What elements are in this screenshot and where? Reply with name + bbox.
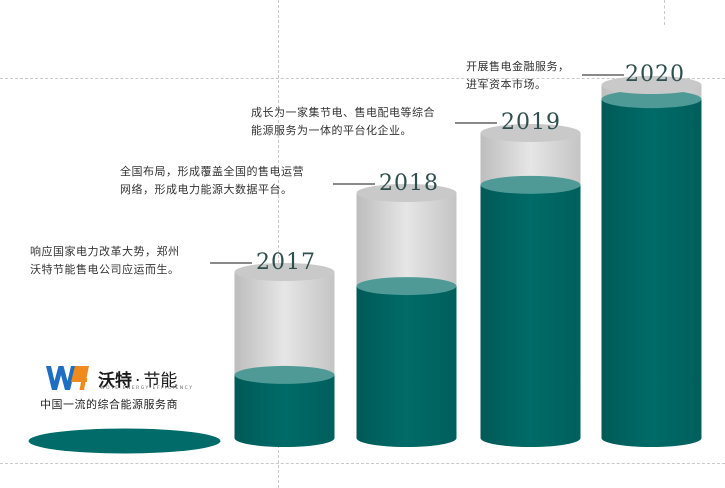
- milestone-text-2020: 开展售电金融服务， 进军资本市场。: [466, 58, 570, 94]
- cylinder-fill-top-2019: [480, 175, 581, 194]
- company-logo: 沃特 · 节能 WOTE ENERGY EFFICIENCY 中国一流的综合能源服务…: [40, 362, 210, 412]
- guide-line-vertical: [278, 0, 279, 488]
- milestone-text-line: 开展售电金融服务，: [466, 60, 570, 73]
- logo-separator: ·: [135, 371, 141, 391]
- logo-name-primary: 沃特: [98, 371, 132, 391]
- milestone-text-2019: 成长为一家集节电、售电配电等综合 能源服务为一体的平台化企业。: [251, 104, 435, 140]
- logo-tagline: 中国一流的综合能源服务商: [40, 398, 178, 411]
- year-label-2018: 2018: [379, 171, 439, 196]
- logo-english: WOTE ENERGY EFFICIENCY: [100, 386, 194, 391]
- milestone-text-line: 网络，形成电力能源大数据平台。: [120, 183, 293, 196]
- cylinder-top-2018: [356, 184, 457, 202]
- logo-name: 沃特 · 节能: [98, 366, 177, 391]
- cylinder-top-2017: [234, 263, 335, 281]
- guide-line-vertical-right: [664, 0, 665, 25]
- leader-line-2020: [582, 74, 624, 76]
- guide-line-bottom: [0, 463, 725, 464]
- milestone-text-line: 全国布局，形成覆盖全国的售电运营: [120, 165, 304, 178]
- milestone-text-line: 进军资本市场。: [466, 78, 547, 91]
- base-disc: [28, 428, 221, 454]
- cylinder-fill-2018: [356, 286, 457, 447]
- cylinder-fill-top-2020: [601, 90, 702, 109]
- logo-mark-icon: [46, 366, 89, 390]
- cylinder-top-2019: [480, 124, 581, 142]
- milestone-text-line: 能源服务为一体的平台化企业。: [251, 124, 412, 137]
- logo-name-secondary: 节能: [143, 371, 178, 391]
- year-label-2019: 2019: [501, 110, 561, 135]
- cylinder-fill-2020: [601, 99, 702, 448]
- leader-line-2019: [455, 122, 497, 124]
- year-label-2017: 2017: [256, 250, 316, 275]
- milestone-text-line: 沃特节能售电公司应运而生。: [30, 263, 180, 276]
- guide-line-top: [0, 78, 725, 79]
- cylinder-fill-2017: [234, 374, 335, 447]
- milestone-text-line: 响应国家电力改革大势，郑州: [30, 245, 180, 258]
- milestone-text-2017: 响应国家电力改革大势，郑州 沃特节能售电公司应运而生。: [30, 243, 180, 279]
- milestone-text-2018: 全国布局，形成覆盖全国的售电运营 网络，形成电力能源大数据平台。: [120, 163, 304, 199]
- cylinder-fill-2019: [480, 184, 581, 447]
- year-label-2020: 2020: [625, 62, 685, 87]
- cylinder-fill-top-2018: [356, 277, 457, 296]
- milestone-text-line: 成长为一家集节电、售电配电等综合: [251, 106, 435, 119]
- leader-line-2018: [333, 183, 375, 185]
- leader-line-2017: [210, 262, 252, 264]
- cylinder-fill-top-2017: [234, 365, 335, 384]
- cylinder-top-2020: [601, 76, 702, 94]
